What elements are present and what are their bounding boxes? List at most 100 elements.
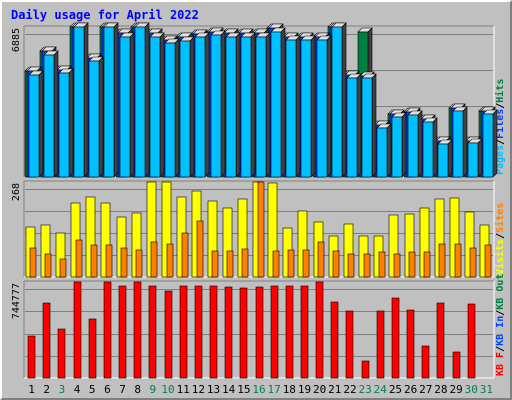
x-axis-day-label: 4 (74, 383, 81, 396)
y-axis-max-label: 6885 (11, 28, 22, 52)
bar-sites (469, 247, 477, 278)
bar-kb-f (421, 345, 430, 379)
bar-side-pages (129, 32, 135, 178)
bar-side-pages (417, 110, 423, 178)
bar-side-pages (250, 32, 256, 178)
x-axis-day-label: 3 (59, 383, 66, 396)
x-axis-day-label: 19 (298, 383, 311, 396)
bar-side-pages (477, 138, 483, 178)
bar-pages (88, 60, 100, 178)
bar-side-pages (189, 36, 195, 178)
bar-pages (255, 36, 267, 178)
bar-sites (393, 253, 401, 278)
bar-pages (391, 116, 403, 178)
legend-entry: KB In (495, 316, 506, 346)
bar-kb-f (164, 290, 173, 379)
x-axis-day-label: 31 (480, 383, 493, 396)
bar-side-pages (280, 27, 286, 178)
bar-sites (484, 244, 492, 278)
panel-legend: KB F/KB In/KB Out (495, 274, 506, 376)
bar-kb-f (73, 281, 82, 379)
bar-kb-f (345, 310, 354, 379)
bar-pages (119, 36, 131, 178)
bar-pages (149, 36, 161, 178)
bar-sites (44, 253, 52, 278)
legend-entry: Sites (494, 203, 506, 233)
bar-pages (270, 31, 282, 178)
bar-sites (287, 249, 295, 278)
bar-sites (302, 249, 310, 278)
x-axis-day-label: 28 (434, 383, 447, 396)
x-axis-day-label: 8 (134, 383, 141, 396)
bar-side-pages (356, 73, 362, 178)
bar-side-pages (235, 32, 241, 178)
bar-pages (422, 121, 434, 178)
bar-kb-f (179, 285, 188, 379)
x-axis-day-label: 29 (449, 383, 462, 396)
bar-pages (103, 26, 115, 178)
x-axis-day-label: 23 (359, 383, 372, 396)
bar-side-pages (53, 50, 59, 178)
bar-sites (272, 250, 280, 278)
bar-side-pages (98, 56, 104, 178)
bar-kb-f (42, 302, 51, 379)
bar-pages (376, 127, 388, 178)
bar-kb-f (467, 303, 476, 379)
bar-visits (464, 211, 475, 278)
bar-visits (267, 182, 278, 278)
bar-sites (363, 253, 371, 278)
bar-side-pages (265, 32, 271, 178)
bar-side-pages (204, 32, 210, 178)
bar-pages (58, 72, 70, 178)
bar-pages (316, 39, 328, 178)
x-axis-day-label: 17 (268, 383, 281, 396)
bar-sites (257, 181, 265, 278)
x-axis-day-label: 21 (328, 383, 341, 396)
x-axis-day-label: 10 (161, 383, 174, 396)
x-axis-day-label: 11 (177, 383, 190, 396)
bar-kb-f (376, 310, 385, 379)
bar-pages (134, 26, 146, 178)
bar-sites (438, 243, 446, 278)
bar-sites (378, 251, 386, 278)
bar-pages (194, 36, 206, 178)
bar-visits (297, 210, 308, 278)
bar-kb-f (315, 281, 324, 379)
bar-kb-f (118, 285, 127, 379)
legend-entry: Visits (494, 239, 506, 275)
bar-side-pages (447, 139, 453, 178)
x-axis-day-label: 27 (419, 383, 432, 396)
bar-pages (361, 77, 373, 178)
x-axis-day-label: 7 (119, 383, 126, 396)
legend-entry: KB Out (495, 274, 506, 310)
bar-sites (332, 250, 340, 278)
legend-separator: / (495, 139, 506, 145)
bar-side-pages (113, 22, 119, 178)
y-axis-max-label: 268 (11, 183, 22, 201)
x-axis-day-label: 6 (104, 383, 111, 396)
bar-kb-f (361, 360, 370, 379)
legend-separator: / (495, 310, 506, 316)
bar-sites (454, 243, 462, 278)
bar-pages (467, 142, 479, 178)
bar-sites (226, 250, 234, 278)
bar-kb-f (27, 335, 36, 379)
legend-entry: Hits (494, 79, 506, 103)
bar-side-pages (386, 123, 392, 178)
legend-entry: Pages (495, 145, 506, 175)
bar-kb-f (285, 285, 294, 379)
x-axis-day-label: 22 (343, 383, 356, 396)
bar-kb-f (57, 328, 66, 379)
x-axis-day-label: 2 (43, 383, 50, 396)
bar-visits (449, 197, 460, 278)
bar-sites (181, 232, 189, 278)
chart-title: Daily usage for April 2022 (11, 8, 199, 22)
bar-side-pages (462, 106, 468, 178)
legend-separator: / (495, 233, 506, 239)
bar-sites (347, 253, 355, 278)
bar-pages (346, 77, 358, 178)
bar-sites (166, 243, 174, 278)
x-axis-day-label: 12 (192, 383, 205, 396)
x-axis-day-label: 20 (313, 383, 326, 396)
